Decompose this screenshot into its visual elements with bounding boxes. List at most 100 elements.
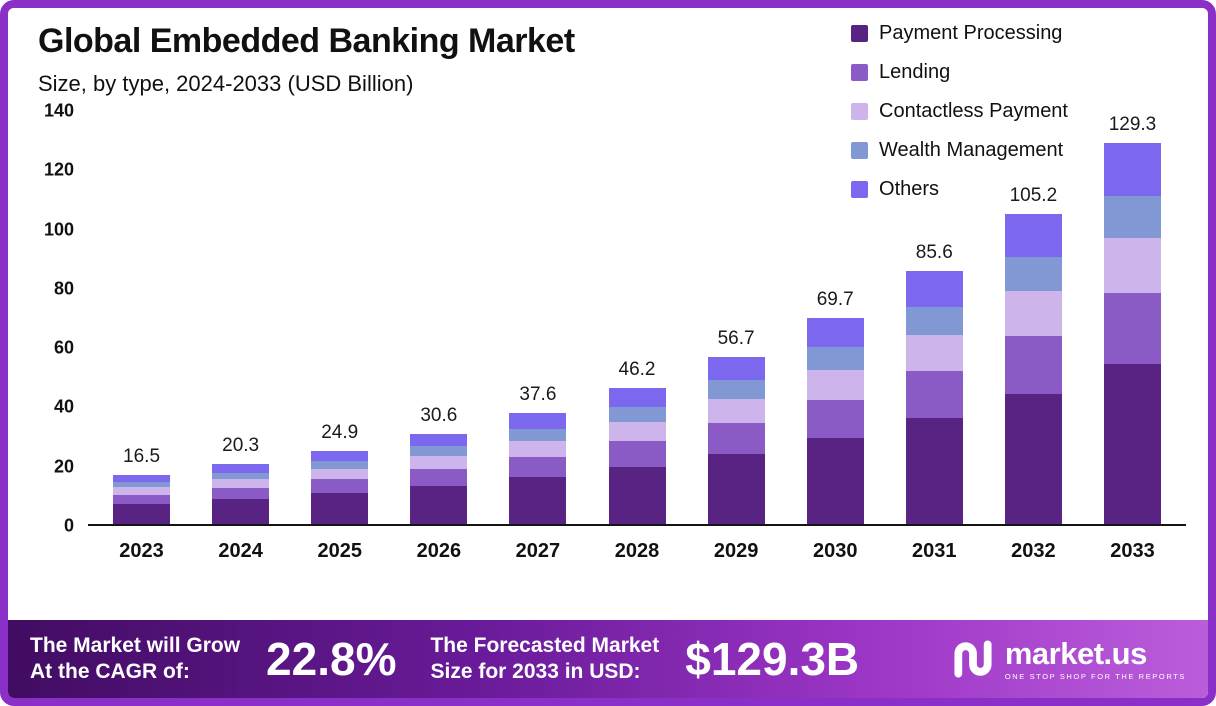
stacked-bar: [212, 464, 270, 524]
bar-group: 16.5: [92, 111, 191, 524]
chart-title: Global Embedded Banking Market: [38, 22, 575, 60]
segment-wealth-management: [806, 347, 864, 370]
bar-group: 24.9: [290, 111, 389, 524]
bar-total-label: 20.3: [222, 435, 260, 457]
cagr-label: The Market will Grow At the CAGR of:: [30, 633, 240, 686]
bar-total-label: 24.9: [321, 421, 359, 443]
segment-contactless-payment: [806, 369, 864, 400]
footer-banner: The Market will Grow At the CAGR of: 22.…: [8, 620, 1208, 698]
x-axis-label: 2028: [614, 540, 660, 562]
legend-swatch: [851, 142, 869, 159]
segment-contactless-payment: [905, 334, 963, 372]
segment-payment-processing: [311, 493, 369, 524]
bar-group: 85.6: [885, 111, 984, 525]
segment-wealth-management: [509, 428, 567, 441]
segment-contactless-payment: [1004, 291, 1062, 337]
legend-item: Contactless Payment: [851, 100, 1068, 123]
segment-wealth-management: [905, 306, 963, 335]
segment-payment-processing: [212, 498, 270, 524]
x-axis-label: 2031: [912, 540, 957, 562]
y-tick-label: 120: [43, 159, 74, 180]
segment-wealth-management: [113, 482, 171, 488]
segment-wealth-management: [410, 446, 468, 457]
legend-item: Others: [851, 178, 1068, 201]
marketus-logo-icon: [954, 640, 992, 678]
bar-total-label: 56.7: [717, 327, 755, 349]
brand-text: market.us ONE STOP SHOP FOR THE REPORTS: [1005, 638, 1186, 681]
segment-lending: [1004, 336, 1062, 394]
legend-swatch: [851, 64, 869, 81]
chart-section: Global Embedded Banking Market Size, by …: [8, 8, 1208, 620]
bar-total-label: 16.5: [123, 446, 161, 468]
y-tick-label: 20: [53, 456, 74, 477]
segment-lending: [608, 441, 666, 467]
segment-others: [608, 387, 666, 407]
segment-payment-processing: [1103, 363, 1161, 524]
segment-lending: [509, 456, 567, 478]
cagr-label-line1: The Market will Grow: [30, 633, 241, 657]
bar-group: 129.3: [1083, 111, 1182, 524]
stacked-bar: [905, 271, 963, 525]
stacked-bar: [1103, 142, 1161, 524]
segment-payment-processing: [410, 485, 468, 524]
chart-subtitle: Size, by type, 2024-2033 (USD Billion): [38, 71, 414, 96]
brand-name: market.us: [1004, 635, 1147, 671]
segment-others: [707, 356, 765, 381]
segment-payment-processing: [113, 503, 171, 524]
segment-others: [113, 475, 171, 483]
x-axis-spacer: [30, 540, 88, 563]
segment-contactless-payment: [509, 440, 567, 457]
x-axis-label: 2030: [812, 540, 858, 562]
segment-contactless-payment: [311, 468, 369, 480]
segment-others: [806, 318, 864, 347]
forecast-label: The Forecasted Market Size for 2033 in U…: [430, 633, 659, 686]
bar-total-label: 30.6: [420, 404, 458, 426]
y-tick-label: 100: [43, 219, 74, 240]
segment-contactless-payment: [1103, 237, 1161, 294]
segment-payment-processing: [1004, 393, 1062, 524]
y-tick-label: 60: [53, 337, 74, 358]
x-axis-label: 2033: [1110, 540, 1155, 562]
segment-wealth-management: [707, 380, 765, 399]
segment-wealth-management: [311, 460, 369, 469]
x-axis-label: 2023: [119, 540, 164, 562]
legend-item: Lending: [851, 61, 1068, 84]
segment-others: [212, 464, 270, 473]
legend-label: Contactless Payment: [879, 100, 1068, 122]
segment-contactless-payment: [212, 479, 270, 488]
cagr-value: 22.8%: [266, 633, 397, 685]
segment-others: [1004, 213, 1062, 258]
x-axis-wrap: 2023 2024 2025 2026 2027 2028 2029 2030 2031 2032…: [30, 540, 1186, 563]
brand-tagline: ONE STOP SHOP FOR THE REPORTS: [1004, 671, 1186, 681]
y-tick-label: 80: [53, 278, 74, 299]
segment-lending: [113, 494, 171, 504]
stacked-bar: [1004, 213, 1062, 524]
x-axis-label: 2032: [1011, 540, 1056, 562]
legend-label: Payment Processing: [879, 22, 1063, 44]
segment-contactless-payment: [707, 398, 765, 423]
segment-others: [311, 450, 369, 461]
bar-total-label: 129.3: [1108, 113, 1157, 135]
y-axis: 0 20 40 60 80 100 120 140: [30, 101, 88, 536]
cagr-label-line2: At the CAGR of:: [30, 660, 190, 683]
legend-swatch: [851, 103, 869, 120]
segment-payment-processing: [608, 466, 666, 524]
segment-payment-processing: [509, 477, 567, 524]
segment-lending: [905, 371, 963, 418]
forecast-label-line1: The Forecasted Market: [430, 633, 660, 657]
bar-group: 56.7: [687, 111, 786, 524]
stacked-bar: [509, 413, 567, 524]
y-tick-label: 140: [43, 100, 74, 121]
bar-total-label: 46.2: [618, 358, 656, 380]
segment-others: [1103, 142, 1161, 196]
bar-group: 20.3: [191, 111, 290, 524]
plot-area: 16.5 20.3 24.9 30.6 37.6 46.2 56.7 69.7 85.6 105.…: [88, 111, 1186, 526]
stacked-bar: [707, 356, 765, 524]
forecast-value: $129.3B: [685, 633, 860, 685]
bar-total-label: 105.2: [1009, 184, 1058, 206]
chart-header: Global Embedded Banking Market Size, by …: [30, 22, 1186, 97]
bars-row: 16.5 20.3 24.9 30.6 37.6 46.2 56.7 69.7 85.6 105.…: [88, 111, 1186, 525]
segment-wealth-management: [1004, 257, 1062, 292]
x-axis-label: 2027: [515, 540, 561, 562]
